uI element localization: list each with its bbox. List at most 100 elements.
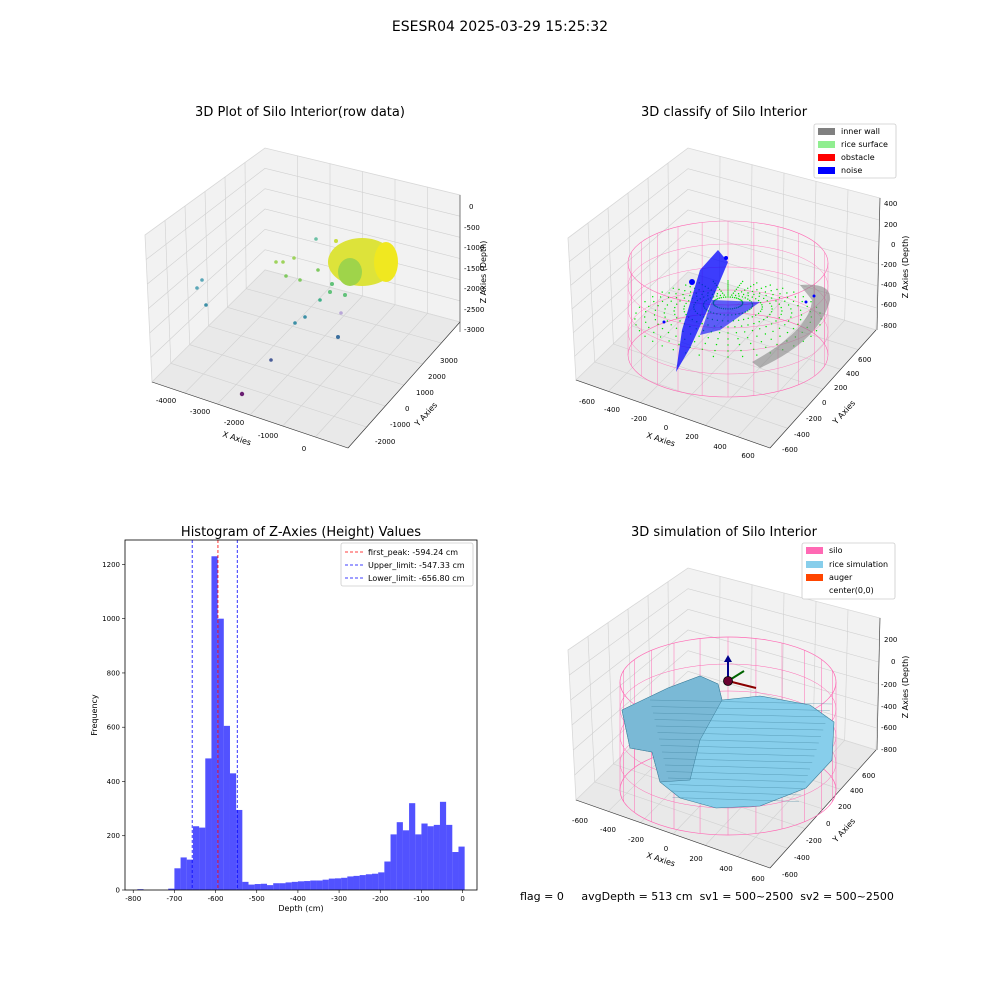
histogram-reference-lines [191,540,238,890]
rice-surface-point [741,280,744,283]
raw-z-ticks: 0 -500 -1000 -1500 -2000 -2500 -3000 [464,203,484,334]
rice-surface-point [678,288,680,291]
classify-y-ticks: -600 -400 -200 0 200 400 600 [782,356,871,454]
histogram-x-tick-label: -300 [331,895,347,903]
raw-point [343,293,347,297]
rice-surface-point [734,297,736,299]
rice-surface-point [755,298,757,300]
histogram-bar [427,826,434,890]
raw-y-tick: -2000 [375,438,395,446]
simulation-rice-surface [621,675,835,809]
legend-label-auger: auger [829,573,853,582]
rice-surface-point [737,338,739,340]
rice-surface-point [689,286,691,288]
rice-surface-point [765,346,767,348]
classify-inner-wall-points [752,284,831,368]
raw-z-tick: -500 [464,224,480,232]
histogram-bar [334,878,342,890]
rice-surface-point [739,298,741,301]
mesh-line [661,751,815,757]
rice-surface-point [653,314,656,316]
simulation-legend: silo rice simulation auger center(0,0) [801,542,896,600]
histogram-bar [242,881,249,890]
raw-point [269,358,273,362]
rice-surface-point [668,292,670,294]
rice-surface-point [707,337,709,339]
rice-surface-point [742,318,745,321]
rice-surface-point [661,327,664,330]
rice-surface-point [769,302,771,305]
histogram-bar [446,824,453,890]
simulation-x-tick: -600 [572,817,588,825]
legend-swatch-rice-surface [818,141,835,148]
legend-label-noise: noise [841,166,862,175]
histogram-bar [211,556,218,890]
rice-surface-point [760,287,763,289]
rice-surface-point [770,297,773,299]
rice-surface-point [727,284,729,286]
rice-surface-point [791,312,793,314]
rice-surface-point [792,300,795,303]
mesh-line [664,764,811,770]
raw-y-tick: -1000 [390,421,410,429]
rice-surface-point [779,335,781,337]
histogram-bar [316,880,323,890]
grid-line [150,249,461,358]
raw-dense-cluster-core [374,242,398,282]
histogram-bar [137,889,144,890]
simulation-legend-box [801,542,896,600]
rice-surface-point [751,296,753,298]
rice-surface-point [775,320,777,322]
classify-x-axis-line [575,379,771,449]
histogram-bar [180,857,187,890]
histogram-bar [279,883,286,890]
histogram-y-label: Frequency [90,694,99,736]
status-avg-depth: avgDepth = 513 cm [581,890,693,903]
histogram-bar [236,809,243,890]
rice-surface-point [727,344,729,346]
raw-z-tick: -1500 [464,265,484,273]
mesh-line [658,738,819,744]
raw-y-tick: 2000 [428,373,446,381]
histogram-bar [248,884,255,890]
histogram-y-tick-label: 0 [116,887,120,895]
rice-surface-point [802,296,804,298]
rice-surface-point [790,316,792,318]
rice-surface-point [799,319,802,321]
rice-surface-point [756,354,758,356]
histogram-x-label: Depth (cm) [278,904,323,913]
legend-label-first-peak: first_peak: -594.24 cm [368,548,458,557]
rice-surface-point [729,296,731,298]
rice-surface-point [735,288,738,290]
rice-surface-point [758,321,760,323]
mesh-line [669,784,804,789]
rice-surface-point [744,297,746,299]
rice-surface-point [819,324,821,326]
rice-surface-point [715,343,718,346]
rice-surface-point [654,309,657,311]
rice-surface-point [682,293,684,296]
rice-surface-point [638,306,641,308]
classify-z-tick: -600 [881,301,897,309]
mesh-line [655,725,824,731]
rice-surface-point [652,296,654,298]
rice-surface-point [717,286,719,288]
rice-surface-point [667,296,670,299]
rice-surface-point [750,342,752,345]
histogram-bar [433,824,440,890]
classify-z-axis-line [876,197,881,331]
classify-x-tick: -400 [604,406,620,414]
rice-surface-point [749,299,751,302]
rice-surface-point [760,341,763,343]
rice-surface-point [738,343,741,346]
raw-z-tick: -2500 [464,306,484,314]
rice-surface-point [727,286,729,288]
silo-wire-ring [627,289,829,375]
rice-surface-point [668,340,670,342]
histogram-legend: first_peak: -594.24 cm Upper_limit: -547… [340,542,474,587]
classify-y-label: Y Axies [830,399,857,427]
rice-surface-point [761,304,763,306]
rice-surface-point [737,293,740,295]
legend-label-rice-simulation: rice simulation [829,560,888,569]
rice-surface-point [764,333,767,335]
